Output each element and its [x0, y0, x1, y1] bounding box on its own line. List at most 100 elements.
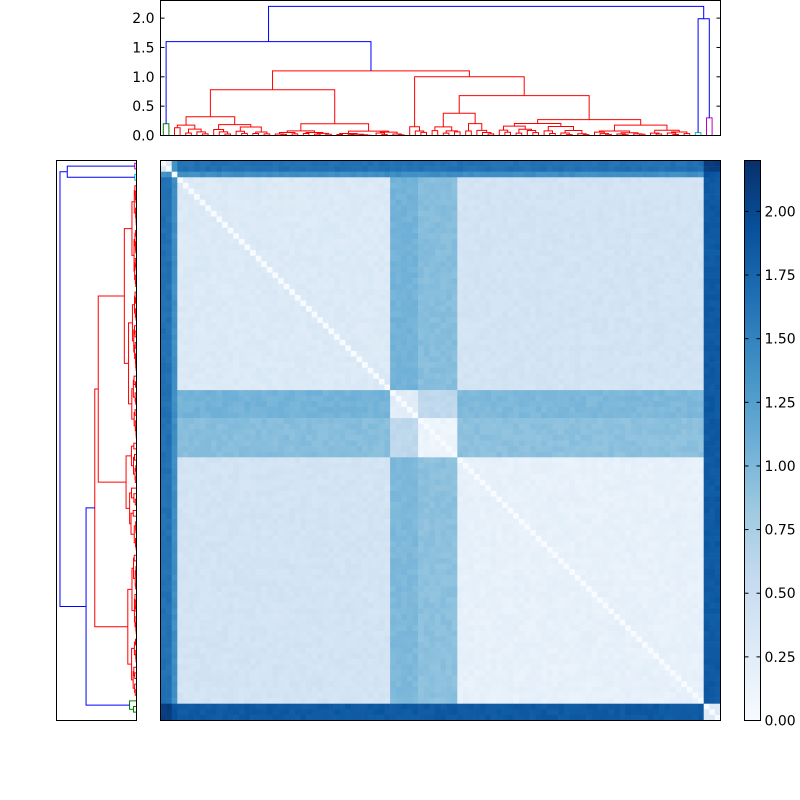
heatmap-cell: [608, 356, 615, 363]
heatmap-cell: [160, 367, 167, 374]
heatmap-cell: [675, 401, 682, 408]
heatmap-cell: [653, 177, 660, 184]
heatmap-cell: [586, 222, 592, 228]
heatmap-cell: [418, 328, 424, 335]
heatmap-cell: [664, 378, 671, 385]
heatmap-cell: [563, 227, 570, 234]
heatmap-cell: [289, 188, 296, 195]
heatmap-cell: [362, 328, 368, 335]
heatmap-cell: [513, 283, 520, 290]
heatmap-cell: [714, 216, 721, 223]
heatmap-cell: [160, 345, 167, 352]
heatmap-cell: [714, 177, 721, 184]
heatmap-cell: [395, 278, 402, 284]
heatmap-cell: [311, 395, 318, 402]
heatmap-cell: [502, 356, 508, 363]
heatmap-cell: [199, 289, 206, 296]
heatmap-cell: [423, 395, 430, 402]
heatmap-cell: [238, 306, 245, 312]
heatmap-cell: [675, 266, 682, 273]
heatmap-cell: [479, 261, 486, 268]
heatmap-cell: [541, 199, 548, 206]
dendrogram-link: [188, 128, 202, 134]
heatmap-cell: [289, 210, 296, 217]
heatmap-cell: [182, 395, 189, 402]
heatmap-cell: [345, 272, 352, 279]
dendrogram-link: [666, 132, 677, 136]
heatmap-cell: [222, 194, 228, 200]
heatmap-cell: [311, 166, 318, 172]
heatmap-cell: [535, 199, 542, 206]
heatmap-cell: [322, 160, 329, 167]
heatmap-cell: [530, 227, 536, 234]
heatmap-cell: [160, 339, 167, 346]
heatmap-cell: [653, 322, 660, 329]
heatmap-cell: [681, 177, 688, 184]
heatmap-cell: [261, 378, 268, 385]
heatmap-cell: [714, 311, 721, 318]
heatmap-cell: [266, 423, 273, 430]
heatmap-cell: [625, 250, 632, 256]
heatmap-cell: [300, 233, 307, 240]
heatmap-cell: [642, 418, 648, 424]
heatmap-cell: [507, 423, 514, 430]
heatmap-cell: [524, 227, 531, 234]
heatmap-cell: [390, 210, 396, 217]
heatmap-cell: [709, 216, 716, 223]
heatmap-cell: [709, 272, 716, 279]
heatmap-cell: [675, 406, 682, 413]
heatmap-cell: [670, 406, 676, 413]
heatmap-cell: [266, 328, 273, 335]
heatmap-cell: [255, 395, 262, 402]
heatmap-cell: [434, 322, 441, 329]
heatmap-cell: [698, 238, 704, 245]
heatmap-cell: [653, 294, 660, 301]
heatmap-cell: [496, 401, 503, 408]
heatmap-cell: [171, 166, 178, 172]
heatmap-cell: [440, 356, 447, 363]
heatmap-cell: [675, 171, 682, 178]
heatmap-cell: [350, 160, 357, 167]
heatmap-cell: [250, 194, 256, 200]
heatmap-cell: [474, 283, 480, 290]
heatmap-cell: [664, 294, 671, 301]
heatmap-cell: [233, 384, 240, 391]
heatmap-cell: [283, 311, 290, 318]
heatmap-cell: [317, 205, 324, 212]
heatmap-cell: [692, 306, 699, 312]
heatmap-cell: [300, 406, 307, 413]
heatmap-cell: [602, 261, 609, 268]
heatmap-cell: [490, 222, 497, 228]
heatmap-cell: [546, 216, 553, 223]
heatmap-cell: [625, 300, 632, 307]
heatmap-cell: [524, 362, 531, 368]
heatmap-cell: [345, 160, 352, 167]
heatmap-cell: [574, 188, 581, 195]
heatmap-cell: [664, 334, 671, 340]
heatmap-cell: [591, 205, 598, 212]
heatmap-cell: [244, 177, 251, 184]
heatmap-cell: [686, 182, 693, 189]
heatmap-cell: [412, 378, 419, 385]
heatmap-cell: [250, 294, 256, 301]
heatmap-cell: [703, 328, 710, 335]
heatmap-cell: [440, 166, 447, 172]
heatmap-cell: [507, 177, 514, 184]
heatmap-cell: [714, 418, 721, 424]
heatmap-cell: [261, 250, 268, 256]
heatmap-cell: [625, 390, 632, 396]
heatmap-cell: [250, 222, 256, 228]
heatmap-cell: [440, 345, 447, 352]
heatmap-cell: [255, 227, 262, 234]
heatmap-cell: [160, 194, 167, 200]
heatmap-cell: [653, 227, 660, 234]
heatmap-cell: [709, 199, 716, 206]
heatmap-cell: [222, 395, 228, 402]
heatmap-cell: [681, 294, 688, 301]
heatmap-cell: [362, 182, 368, 189]
heatmap-cell: [642, 227, 648, 234]
heatmap-cell: [272, 378, 279, 385]
heatmap-cell: [322, 401, 329, 408]
heatmap-cell: [586, 395, 592, 402]
heatmap-cell: [574, 373, 581, 380]
